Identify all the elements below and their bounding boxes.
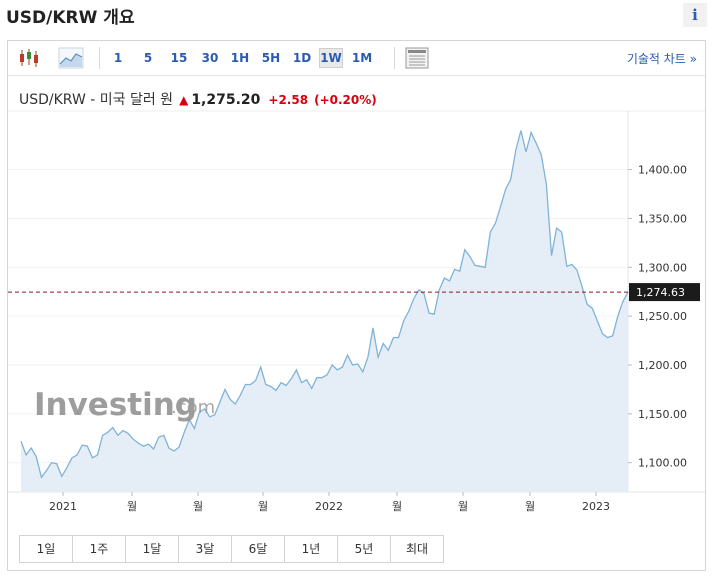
toolbar-divider [99,47,100,69]
price-chart[interactable]: Investing .com 1,274.63 1,100.00 1,150.00… [8,41,705,531]
interval-30-button[interactable]: 30 [201,51,219,65]
interval-15-button[interactable]: 15 [170,51,188,65]
x-tick-label: 월 [193,500,203,513]
range-button-3[interactable]: 3달 [178,535,232,563]
interval-1h-button[interactable]: 1H [230,51,250,65]
range-button-2[interactable]: 1달 [125,535,179,563]
watermark: Investing .com [34,387,215,423]
x-tick-label: 2023 [582,500,610,513]
y-tick-label: 1,250.00 [638,310,687,323]
interval-5h-button[interactable]: 5H [261,51,281,65]
interval-1w-button[interactable]: 1W [319,48,343,68]
area-chart-icon[interactable] [58,46,84,70]
x-tick-label: 월 [458,500,468,513]
chart-toolbar: 1 5 15 30 1H 5H 1D 1W 1M 기술적 차트 » [8,41,705,76]
y-tick-label: 1,100.00 [638,457,687,470]
range-button-7[interactable]: 최대 [390,535,444,563]
y-tick-label: 1,150.00 [638,408,687,421]
x-tick-label: 월 [127,500,137,513]
y-tick-label: 1,350.00 [638,212,687,225]
chart-widget: 1 5 15 30 1H 5H 1D 1W 1M 기술적 차트 » USD/KRW - 미국 달… [7,40,706,571]
instrument-name: USD/KRW - 미국 달러 원 [19,92,174,108]
range-button-4[interactable]: 6달 [231,535,285,563]
y-tick-label: 1,400.00 [638,164,687,177]
watermark-brand: Investing [34,387,197,423]
x-tick-label: 월 [525,500,535,513]
info-icon[interactable]: i [683,3,707,27]
range-button-5[interactable]: 1년 [284,535,338,563]
time-range-buttons: 1일 1주 1달 3달 6달 1년 5년 최대 [19,535,444,563]
current-price-tag [629,283,700,302]
candlestick-chart-icon[interactable] [16,46,42,70]
current-price-label: 1,274.63 [636,286,685,299]
x-tick-label: 2022 [315,500,343,513]
watermark-suffix: .com [171,397,215,418]
y-tick-label: 1,200.00 [638,359,687,372]
range-button-6[interactable]: 5년 [337,535,391,563]
x-tick-label: 월 [392,500,402,513]
interval-5-button[interactable]: 5 [143,51,153,65]
range-button-1[interactable]: 1주 [72,535,126,563]
price-line [20,130,629,479]
interval-1m-button[interactable]: 1M [351,51,373,65]
toolbar-divider [394,47,395,69]
quote-line: USD/KRW - 미국 달러 원 ▲ 1,275.20 +2.58 (+0.20%) [19,89,377,109]
last-price: 1,275.20 [191,92,261,108]
y-tick-label: 1,300.00 [638,261,687,274]
page-title: USD/KRW 개요 [6,8,135,28]
x-tick-label: 2021 [49,500,77,513]
technical-chart-link[interactable]: 기술적 차트 » [626,52,697,66]
price-change-pct: (+0.20%) [314,93,377,107]
price-change: +2.58 [268,93,309,107]
x-tick-label: 월 [258,500,268,513]
price-area-fill [21,130,628,492]
interval-1d-button[interactable]: 1D [292,51,312,65]
interval-1-button[interactable]: 1 [113,51,123,65]
range-button-0[interactable]: 1일 [19,535,73,563]
arrow-up-icon: ▲ [179,93,189,107]
table-view-icon[interactable] [404,46,430,70]
